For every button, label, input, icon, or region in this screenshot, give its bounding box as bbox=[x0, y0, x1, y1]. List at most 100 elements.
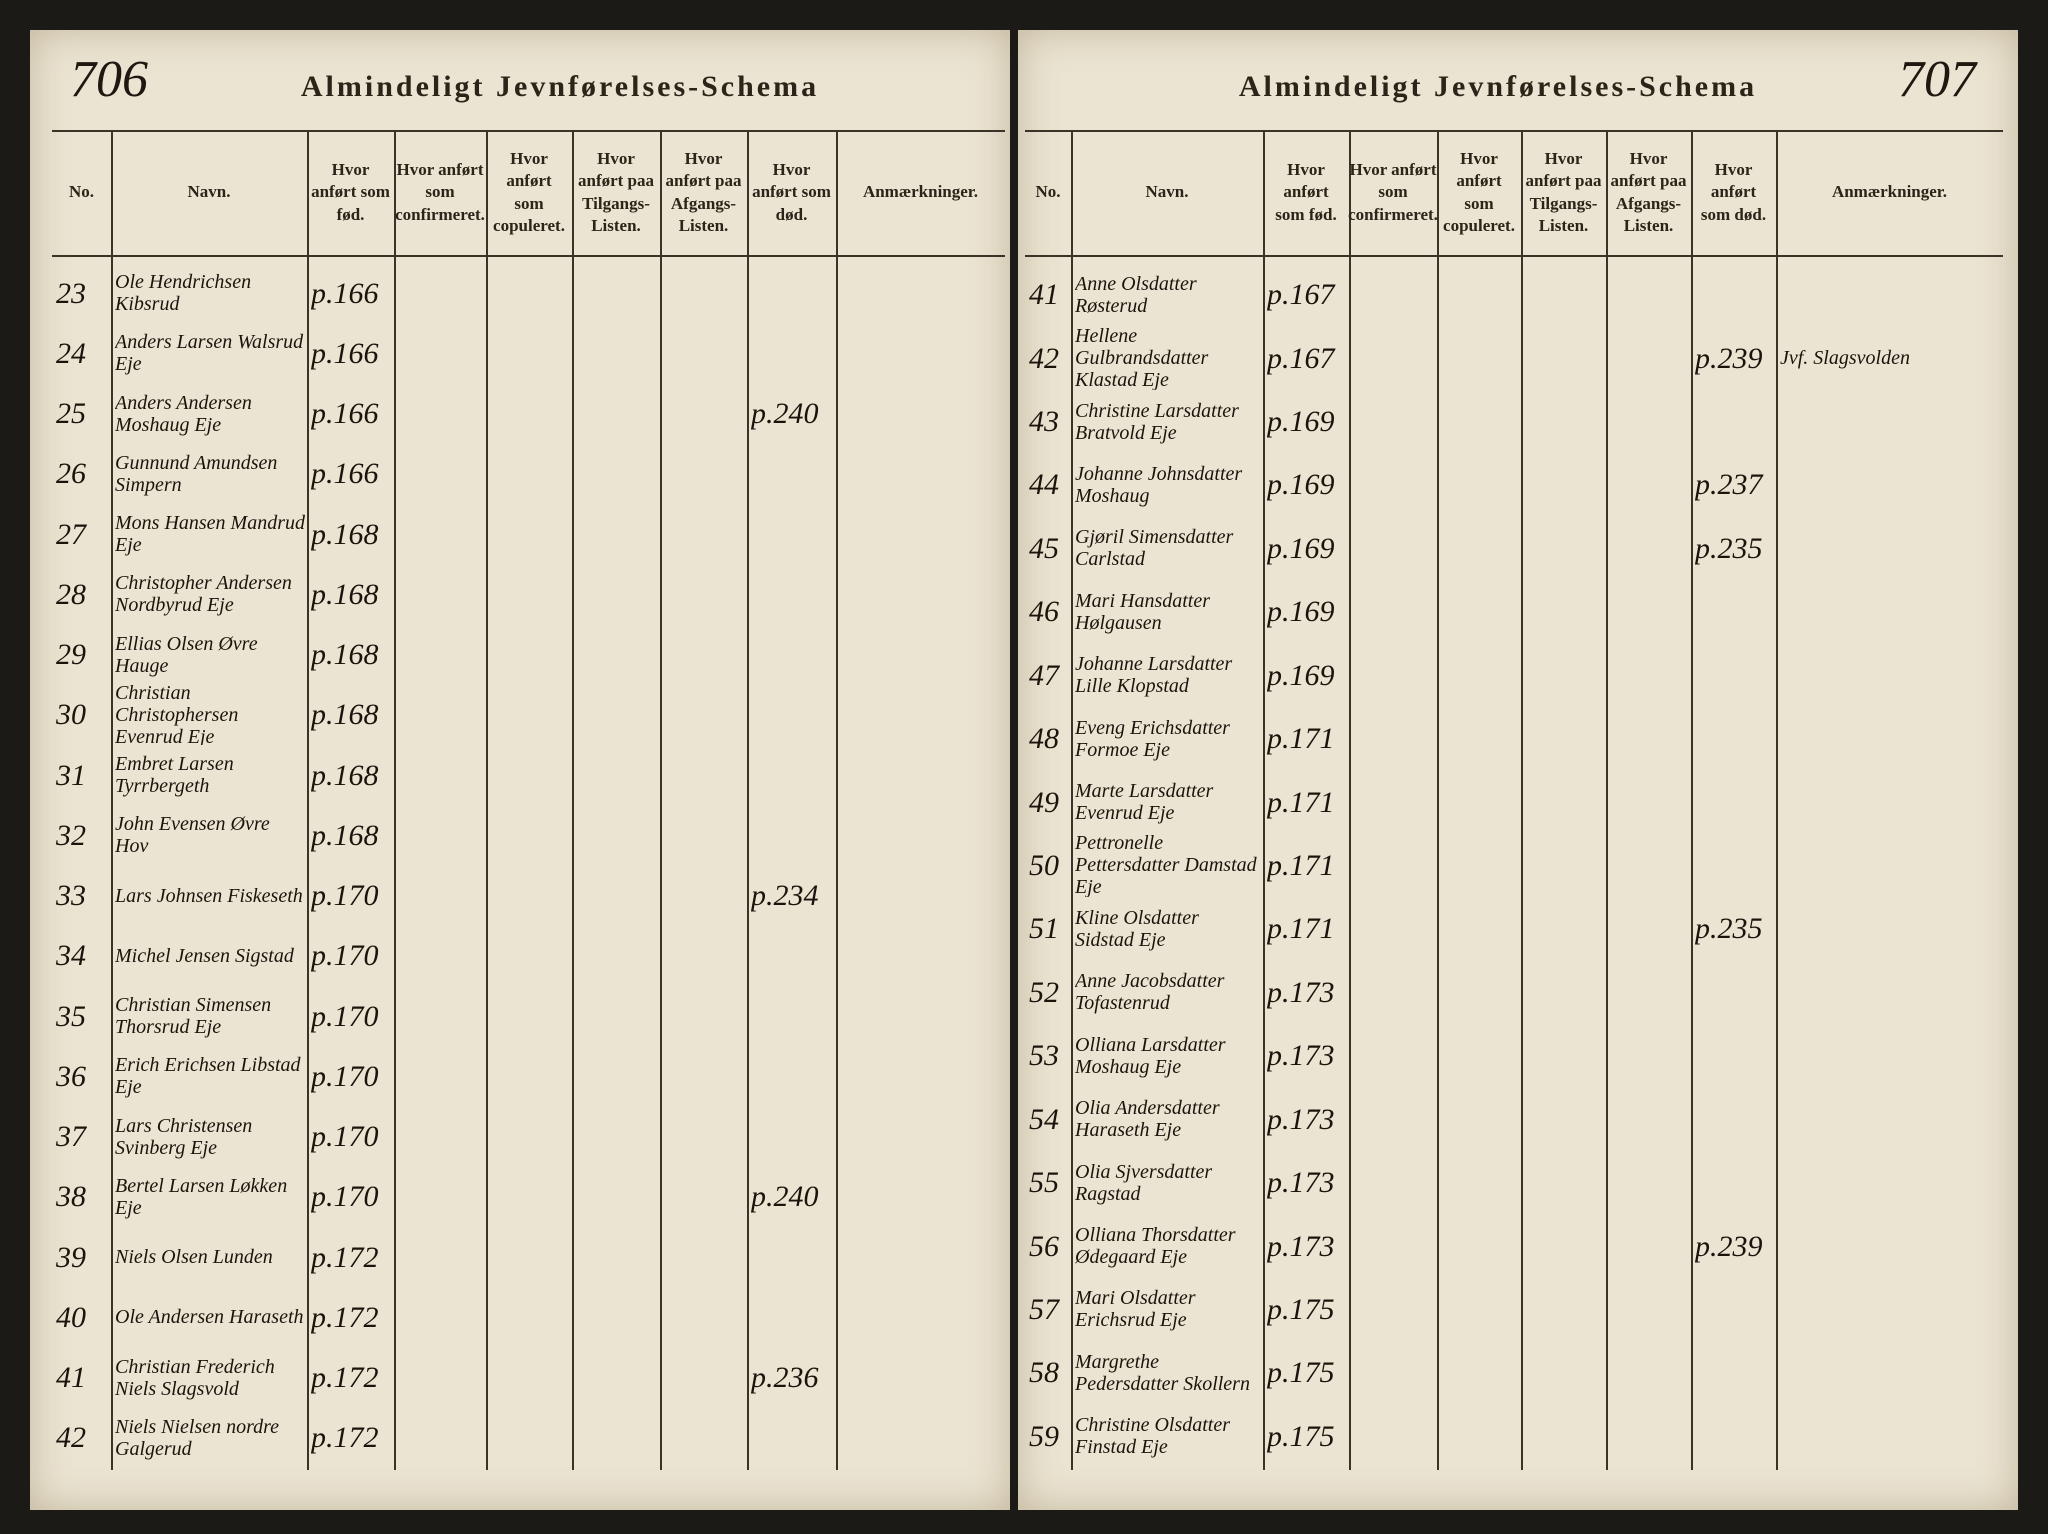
cell-no: 46 bbox=[1029, 595, 1059, 629]
column-header: Hvor anført som død. bbox=[752, 160, 831, 224]
cell-no: 33 bbox=[56, 879, 86, 913]
column-rule bbox=[660, 130, 662, 1470]
cell-born: p.170 bbox=[311, 1120, 379, 1154]
column-rule bbox=[486, 130, 488, 1470]
cell-no: 52 bbox=[1029, 975, 1059, 1009]
cell-no: 42 bbox=[1029, 341, 1059, 375]
cell-died: p.239 bbox=[1695, 341, 1763, 375]
column-rule bbox=[307, 130, 309, 1470]
column-header: Hvor anført paa Tilgangs-Listen. bbox=[1525, 149, 1602, 235]
cell-born: p.168 bbox=[311, 638, 379, 672]
cell-died: p.240 bbox=[751, 1180, 819, 1214]
column-header: Hvor anført som fød. bbox=[311, 160, 390, 224]
cell-no: 58 bbox=[1029, 1356, 1059, 1390]
column-header: Hvor anført som copuleret. bbox=[493, 149, 565, 235]
column-rule bbox=[1521, 130, 1523, 1470]
cell-born: p.169 bbox=[1267, 595, 1335, 629]
cell-name: John Evensen Øvre Hov bbox=[115, 813, 270, 858]
column-header: Navn. bbox=[187, 182, 231, 202]
cell-name: Olia Andersdatter Haraseth Eje bbox=[1075, 1097, 1220, 1142]
cell-name: Mari Hansdatter Hølgausen bbox=[1075, 589, 1210, 634]
column-header: No. bbox=[68, 182, 95, 202]
column-header: Hvor anført som copuleret. bbox=[1443, 149, 1515, 235]
cell-born: p.173 bbox=[1267, 1229, 1335, 1263]
cell-no: 44 bbox=[1029, 468, 1059, 502]
cell-name: Niels Olsen Lunden bbox=[115, 1246, 273, 1269]
cell-no: 50 bbox=[1029, 848, 1059, 882]
cell-born: p.175 bbox=[1267, 1419, 1335, 1453]
column-header: Hvor anført som confirmeret. bbox=[1348, 160, 1438, 224]
cell-died: p.235 bbox=[1695, 531, 1763, 565]
cell-name: Christine Olsdatter Finstad Eje bbox=[1075, 1414, 1231, 1459]
cell-no: 38 bbox=[56, 1180, 86, 1214]
cell-name: Christian Simensen Thorsrud Eje bbox=[115, 994, 272, 1039]
cell-no: 48 bbox=[1029, 722, 1059, 756]
cell-born: p.172 bbox=[311, 1300, 379, 1334]
left-page: 706 Almindeligt Jevnførelses-Schema No. Nav… bbox=[30, 30, 1010, 1510]
cell-died: p.235 bbox=[1695, 912, 1763, 946]
cell-born: p.167 bbox=[1267, 278, 1335, 312]
cell-born: p.175 bbox=[1267, 1356, 1335, 1390]
cell-no: 59 bbox=[1029, 1419, 1059, 1453]
cell-born: p.168 bbox=[311, 818, 379, 852]
cell-born: p.166 bbox=[311, 457, 379, 491]
cell-born: p.168 bbox=[311, 577, 379, 611]
cell-born: p.169 bbox=[1267, 405, 1335, 439]
cell-name: Eveng Erichsdatter Formoe Eje bbox=[1075, 716, 1230, 761]
page-title: Almindeligt Jevnførelses-Schema bbox=[1238, 70, 1758, 103]
cell-no: 51 bbox=[1029, 912, 1059, 946]
column-rule bbox=[1071, 130, 1073, 1470]
cell-name: Ellias Olsen Øvre Hauge bbox=[115, 632, 258, 677]
cell-name: Michel Jensen Sigstad bbox=[115, 944, 294, 967]
column-header: Hvor anført paa Afgangs-Listen. bbox=[1610, 149, 1687, 235]
column-rule bbox=[1776, 130, 1778, 1470]
column-header: Anmærkninger. bbox=[862, 182, 979, 202]
cell-born: p.171 bbox=[1267, 848, 1335, 882]
cell-no: 55 bbox=[1029, 1166, 1059, 1200]
cell-name: Gunnund Amundsen Simpern bbox=[115, 451, 278, 496]
rule bbox=[1025, 130, 2003, 132]
cell-born: p.168 bbox=[311, 517, 379, 551]
cell-name: Christian Frederich Niels Slagsvold bbox=[115, 1355, 275, 1400]
column-header: No. bbox=[1035, 182, 1061, 202]
column-rule bbox=[747, 130, 749, 1470]
cell-born: p.172 bbox=[311, 1421, 379, 1455]
cell-no: 23 bbox=[56, 276, 86, 310]
column-rule bbox=[836, 130, 838, 1470]
page-number: 707 bbox=[1898, 51, 1976, 108]
cell-no: 40 bbox=[56, 1300, 86, 1334]
cell-name: Mari Olsdatter Erichsrud Eje bbox=[1075, 1287, 1196, 1332]
cell-no: 37 bbox=[56, 1120, 86, 1154]
cell-name: Anders Larsen Walsrud Eje bbox=[115, 331, 304, 376]
cell-name: Ole Andersen Haraseth bbox=[115, 1306, 304, 1329]
cell-name: Ole Hendrichsen Kibsrud bbox=[115, 271, 252, 316]
cell-died: p.236 bbox=[751, 1361, 819, 1395]
cell-name: Gjøril Simensdatter Carlstad bbox=[1075, 526, 1234, 571]
cell-born: p.171 bbox=[1267, 785, 1335, 819]
cell-born: p.172 bbox=[311, 1240, 379, 1274]
cell-born: p.171 bbox=[1267, 912, 1335, 946]
cell-born: p.175 bbox=[1267, 1292, 1335, 1326]
cell-name: Anders Andersen Moshaug Eje bbox=[115, 391, 252, 436]
cell-name: Christian Christophersen Evenrud Eje bbox=[115, 684, 239, 745]
cell-born: p.170 bbox=[311, 1059, 379, 1093]
column-header: Hvor anført som fød. bbox=[1275, 160, 1337, 224]
right-page: 707 Almindeligt Jevnførelses-Schema No. Nav… bbox=[1018, 30, 2018, 1510]
cell-no: 42 bbox=[56, 1421, 86, 1455]
cell-died: p.240 bbox=[751, 397, 819, 431]
cell-no: 45 bbox=[1029, 531, 1059, 565]
cell-no: 26 bbox=[56, 457, 86, 491]
cell-name: Marte Larsdatter Evenrud Eje bbox=[1075, 780, 1214, 825]
cell-no: 28 bbox=[56, 577, 86, 611]
cell-name: Christine Larsdatter Bratvold Eje bbox=[1075, 399, 1239, 444]
cell-born: p.168 bbox=[311, 698, 379, 732]
cell-no: 47 bbox=[1029, 658, 1059, 692]
column-rule bbox=[1437, 130, 1439, 1470]
cell-name: Kline Olsdatter Sidstad Eje bbox=[1075, 906, 1199, 951]
cell-name: Margrethe Pedersdatter Skollern bbox=[1075, 1350, 1250, 1395]
cell-name: Erich Erichsen Libstad Eje bbox=[115, 1054, 301, 1099]
cell-no: 56 bbox=[1029, 1229, 1059, 1263]
cell-born: p.170 bbox=[311, 879, 379, 913]
cell-born: p.167 bbox=[1267, 341, 1335, 375]
column-rule bbox=[1263, 130, 1265, 1470]
